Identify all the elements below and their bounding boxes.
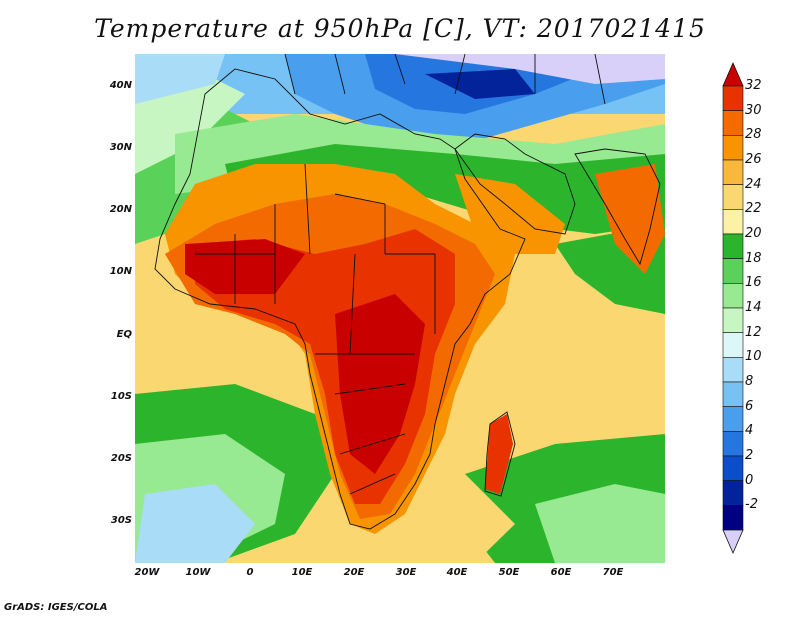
lat-tick: 30N xyxy=(109,142,132,153)
lon-tick: 30E xyxy=(395,567,417,578)
lat-tick: 40N xyxy=(109,80,132,91)
credit-label: GrADS: IGES/COLA xyxy=(4,602,108,613)
lon-tick: 60E xyxy=(550,567,572,578)
lat-tick: 10N xyxy=(109,266,132,277)
lon-tick: 10W xyxy=(185,567,211,578)
colorbar-swatch xyxy=(722,455,744,481)
colorbar-label: 28 xyxy=(745,127,762,143)
colorbar-swatch xyxy=(722,184,744,210)
colorbar-swatch xyxy=(722,381,744,407)
colorbar-label: 6 xyxy=(745,398,754,414)
lat-tick: 30S xyxy=(110,515,132,526)
colorbar-swatch xyxy=(722,307,744,333)
colorbar-label: 24 xyxy=(745,176,762,192)
colorbar-swatch xyxy=(722,283,744,309)
colorbar-label: 10 xyxy=(745,349,762,365)
colorbar-label: 30 xyxy=(745,102,762,118)
colorbar-label: 20 xyxy=(745,226,762,241)
north-lavender xyxy=(395,54,665,84)
lon-tick: 50E xyxy=(498,567,520,578)
colorbar-swatch xyxy=(722,332,744,358)
lon-tick: 40E xyxy=(446,567,468,578)
colorbar-label: 0 xyxy=(745,472,754,488)
madagascar xyxy=(485,414,513,494)
colorbar-swatch xyxy=(722,357,744,383)
colorbar-swatch xyxy=(722,406,744,432)
colorbar-label: 26 xyxy=(745,152,762,167)
lon-tick: 0 xyxy=(246,567,254,578)
colorbar-label: 14 xyxy=(745,300,762,315)
colorbar-swatch xyxy=(722,135,744,161)
temperature-map xyxy=(135,54,665,563)
colorbar-swatch xyxy=(722,159,744,185)
colorbar-swatch xyxy=(722,209,744,235)
india-warm xyxy=(595,164,665,274)
colorbar-label: 12 xyxy=(745,324,762,340)
black-sea-dark xyxy=(425,69,535,99)
lat-tick: EQ xyxy=(116,329,132,340)
atlantic-cool xyxy=(135,74,245,174)
lon-tick: 70E xyxy=(602,567,624,578)
lon-tick: 10E xyxy=(291,567,313,578)
colorbar-label: -2 xyxy=(745,497,758,513)
colorbar-label: 32 xyxy=(745,78,762,93)
colorbar-label: 8 xyxy=(745,374,754,389)
colorbar-label: 22 xyxy=(745,201,762,217)
lat-tick: 10S xyxy=(110,391,132,402)
colorbar-swatch xyxy=(722,233,744,259)
south-indian-lightgreen xyxy=(535,484,665,563)
colorbar-swatch xyxy=(722,505,744,531)
colorbar-label: 18 xyxy=(745,250,762,266)
colorbar-swatch xyxy=(722,480,744,506)
colorbar-bottom-triangle xyxy=(722,529,744,554)
colorbar-swatch xyxy=(722,431,744,457)
north-atlantic-lightblue xyxy=(135,54,225,104)
coastlines xyxy=(154,54,661,530)
lon-tick: 20W xyxy=(134,567,160,578)
colorbar-label: 16 xyxy=(745,275,762,291)
south-tip-yellow xyxy=(355,524,495,563)
lat-tick: 20S xyxy=(110,453,132,464)
colorbar-swatch xyxy=(722,258,744,284)
lon-tick: 20E xyxy=(343,567,365,578)
chart-title: Temperature at 950hPa [C], VT: 201702141… xyxy=(94,14,706,43)
arabia-warm xyxy=(455,174,565,254)
south-atlantic-cyan xyxy=(135,484,255,563)
colorbar-swatch xyxy=(722,85,744,111)
colorbar-swatch xyxy=(722,110,744,136)
colorbar-top-triangle xyxy=(722,62,744,87)
colorbar xyxy=(722,62,744,554)
africa-land-32 xyxy=(335,294,425,474)
colorbar-label: 2 xyxy=(745,448,754,463)
colorbar-label: 4 xyxy=(745,423,754,439)
lat-tick: 20N xyxy=(109,204,132,215)
